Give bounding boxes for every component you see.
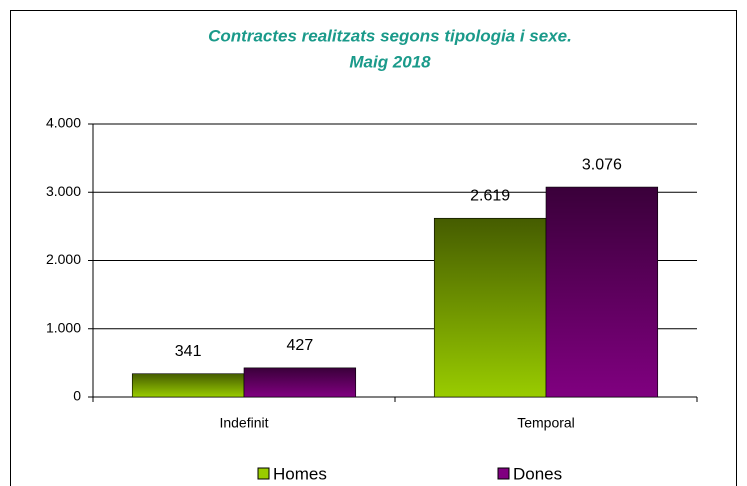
data-label: 3.076 — [582, 156, 622, 173]
legend-swatch — [497, 467, 510, 480]
chart-subtitle: Maig 2018 — [349, 52, 431, 71]
bar — [433, 217, 547, 398]
y-tick-label: 3.000 — [46, 183, 81, 199]
x-tick-label: Indefinit — [219, 415, 268, 431]
data-label: 341 — [175, 343, 202, 360]
y-tick-label: 0 — [73, 388, 81, 404]
y-tick-label: 2.000 — [46, 251, 81, 267]
data-label: 2.619 — [470, 187, 510, 204]
chart-title: Contractes realitzats segons tipologia i… — [208, 26, 572, 45]
legend-swatch — [257, 467, 270, 480]
y-tick-label: 1.000 — [46, 319, 81, 335]
y-tick-label: 4.000 — [46, 115, 81, 131]
x-tick-label: Temporal — [517, 415, 575, 431]
bar — [545, 186, 659, 398]
legend-label: Homes — [273, 464, 327, 483]
data-label: 427 — [287, 337, 314, 354]
bar — [131, 373, 245, 398]
bar — [243, 367, 357, 398]
legend-label: Dones — [513, 464, 562, 483]
